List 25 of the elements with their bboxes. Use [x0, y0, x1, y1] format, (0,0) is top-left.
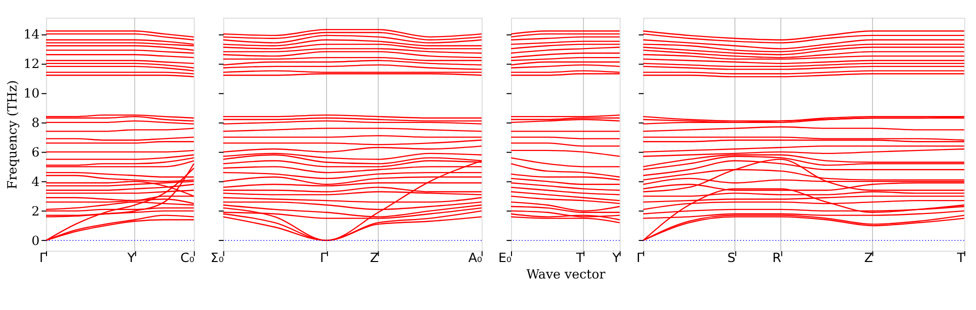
- y-tick-label: 6: [32, 144, 40, 160]
- x-tick-label: Z: [864, 250, 874, 265]
- x-tick-label: C₀: [180, 250, 194, 265]
- x-tick-label: Z: [370, 250, 380, 265]
- x-tick-label: Γ: [39, 250, 48, 265]
- x-tick-label: E₀: [498, 250, 512, 265]
- x-tick-label: Γ: [636, 250, 645, 265]
- x-tick-label: Σ₀: [210, 250, 224, 265]
- x-tick-label: T: [575, 250, 584, 265]
- x-tick-label: Y: [126, 250, 136, 265]
- y-tick-label: 10: [23, 85, 40, 100]
- x-tick-label: R: [772, 250, 782, 265]
- x-tick-label: A₀: [468, 250, 482, 265]
- y-tick-label: 12: [23, 56, 40, 71]
- x-tick-label: S: [727, 250, 736, 265]
- y-tick-label: 4: [32, 174, 40, 189]
- x-axis-title: Wave vector: [526, 266, 606, 282]
- x-tick-label: Γ: [320, 250, 328, 265]
- y-axis-title: Frequency (THz): [4, 80, 20, 190]
- x-tick-label: Y: [611, 250, 620, 265]
- y-tick-label: 8: [32, 114, 40, 130]
- y-tick-label: 2: [32, 203, 40, 218]
- y-tick-label: 0: [32, 232, 40, 248]
- x-tick-label: T: [956, 250, 965, 265]
- y-tick-label: 14: [23, 26, 40, 42]
